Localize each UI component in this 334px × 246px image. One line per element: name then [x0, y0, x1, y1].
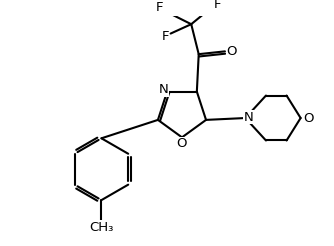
Text: N: N [243, 111, 253, 123]
Text: F: F [156, 1, 163, 14]
Text: O: O [177, 138, 187, 150]
Text: CH₃: CH₃ [89, 221, 114, 234]
Text: F: F [214, 0, 221, 11]
Text: O: O [303, 111, 313, 124]
Text: N: N [159, 83, 168, 96]
Text: O: O [226, 45, 237, 58]
Text: F: F [161, 30, 169, 43]
